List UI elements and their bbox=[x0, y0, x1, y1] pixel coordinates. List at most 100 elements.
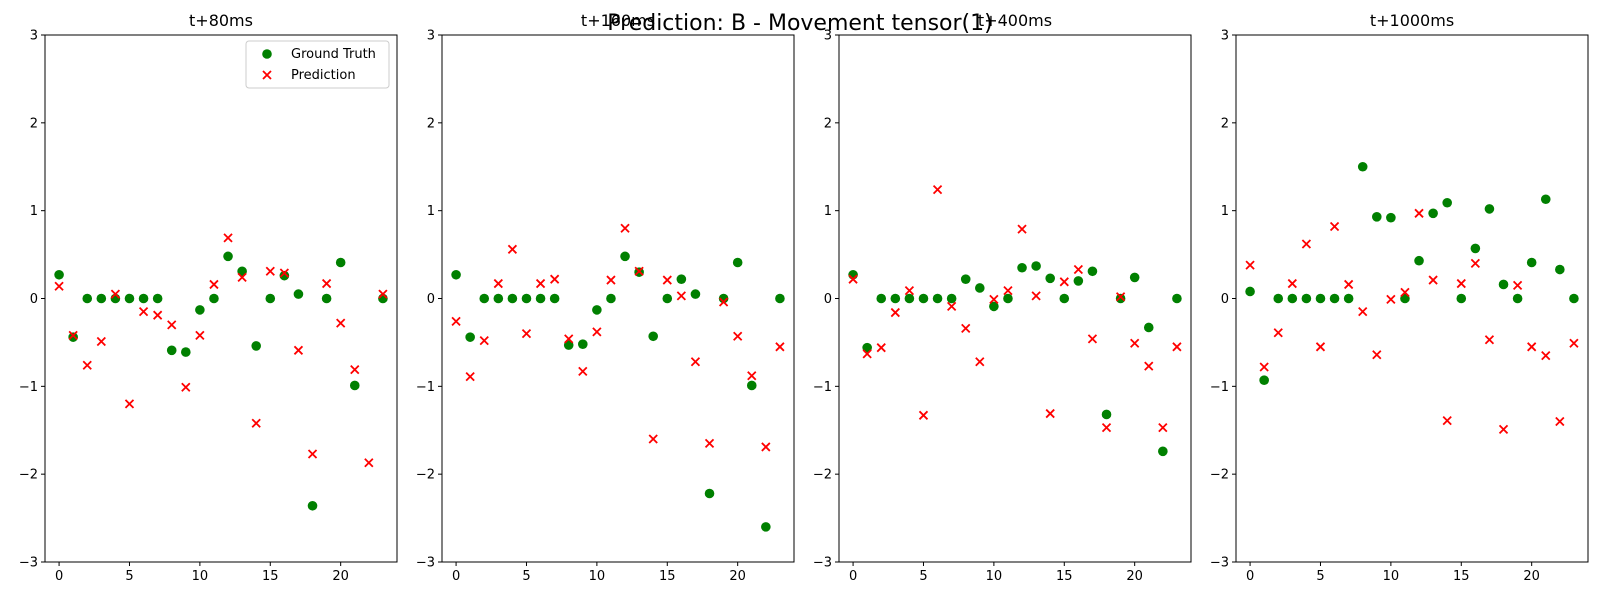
prediction-point bbox=[904, 285, 915, 296]
prediction-point bbox=[718, 297, 729, 307]
ground-truth-point bbox=[195, 305, 205, 315]
ground-truth-point bbox=[465, 332, 475, 342]
ground-truth-point bbox=[1003, 293, 1013, 304]
prediction-point bbox=[1273, 328, 1283, 338]
ground-truth-point bbox=[1115, 293, 1126, 304]
y-tick-label: 0 bbox=[30, 292, 38, 307]
prediction-point bbox=[704, 438, 715, 449]
prediction-point bbox=[662, 275, 672, 285]
legend: Ground Truth Prediction bbox=[245, 40, 390, 89]
prediction-point bbox=[648, 434, 658, 444]
prediction-point bbox=[1144, 361, 1154, 371]
ground-truth-point bbox=[1400, 293, 1410, 304]
ground-truth-point bbox=[1073, 276, 1084, 286]
ground-truth-point bbox=[279, 270, 290, 281]
ground-truth-point bbox=[265, 293, 276, 304]
x-tick-label: 5 bbox=[919, 569, 927, 584]
y-tick-label: 2 bbox=[1221, 116, 1229, 131]
ground-truth-point bbox=[237, 266, 247, 277]
ground-truth-point bbox=[307, 500, 318, 511]
prediction-point bbox=[493, 278, 503, 289]
ground-truth-point bbox=[932, 293, 943, 304]
x-tick-label: 15 bbox=[659, 569, 676, 584]
y-tick-label: −3 bbox=[416, 556, 435, 571]
ground-truth-point bbox=[1428, 208, 1438, 219]
prediction-point bbox=[153, 310, 163, 320]
prediction-point bbox=[564, 334, 574, 344]
ground-truth-point bbox=[1172, 293, 1182, 304]
prediction-point bbox=[1555, 416, 1565, 427]
subplot-4: t+1000ms 0 5 10 15 20 −3 −2 −1 0 1 2 3 bbox=[1210, 11, 1589, 584]
prediction-point bbox=[307, 449, 318, 459]
prediction-point bbox=[507, 244, 518, 254]
prediction-point bbox=[550, 274, 560, 284]
ground-truth-point bbox=[648, 331, 658, 342]
prediction-point bbox=[1101, 422, 1112, 433]
prediction-point bbox=[1017, 224, 1027, 234]
prediction-point bbox=[1358, 307, 1368, 317]
ground-truth-point bbox=[549, 293, 560, 304]
prediction-point bbox=[181, 382, 191, 392]
prediction-point bbox=[947, 301, 957, 312]
prediction-point bbox=[876, 343, 886, 353]
ground-truth-point bbox=[493, 293, 504, 304]
ground-truth-point bbox=[349, 380, 360, 391]
y-tick-label: −2 bbox=[416, 468, 435, 483]
prediction-point bbox=[932, 184, 943, 195]
ground-truth-point bbox=[321, 293, 332, 304]
x-tick-label: 20 bbox=[1126, 569, 1143, 584]
ground-truth-point bbox=[335, 257, 346, 268]
x-tick-label: 0 bbox=[55, 569, 63, 584]
prediction-point bbox=[1470, 258, 1480, 269]
prediction-point bbox=[378, 289, 388, 299]
ground-truth-point bbox=[578, 339, 588, 349]
prediction-point bbox=[890, 307, 900, 318]
ground-truth-point bbox=[293, 289, 304, 299]
legend-ground-truth-label: Ground Truth bbox=[291, 47, 376, 62]
prediction-point bbox=[733, 331, 743, 341]
ground-truth-point bbox=[1540, 194, 1551, 205]
ground-truth-point bbox=[82, 293, 93, 304]
prediction-point bbox=[1386, 294, 1396, 305]
prediction-point bbox=[465, 372, 475, 382]
prediction-point bbox=[1442, 415, 1452, 426]
prediction-point bbox=[848, 274, 858, 284]
ground-truth-point bbox=[946, 293, 957, 304]
ground-truth-point bbox=[1245, 286, 1255, 297]
ground-truth-point bbox=[1143, 322, 1154, 333]
ground-truth-point bbox=[1386, 212, 1396, 223]
y-tick-label: 2 bbox=[427, 116, 435, 131]
prediction-point bbox=[775, 342, 785, 352]
ground-truth-point bbox=[1372, 212, 1382, 222]
y-tick-label: 3 bbox=[30, 29, 38, 44]
ground-truth-point bbox=[1442, 197, 1452, 208]
prediction-point bbox=[1414, 208, 1424, 218]
y-tick-label: 0 bbox=[427, 292, 435, 307]
subplot-title: t+400ms bbox=[978, 11, 1052, 30]
prediction-point bbox=[195, 330, 205, 341]
ground-truth-point bbox=[209, 293, 219, 304]
x-tick-label: 10 bbox=[1383, 569, 1400, 584]
ground-truth-point bbox=[676, 274, 687, 284]
x-tick-label: 15 bbox=[262, 569, 279, 584]
y-tick-label: −3 bbox=[1210, 556, 1229, 571]
ground-truth-point bbox=[166, 345, 177, 356]
prediction-point bbox=[989, 294, 999, 305]
ground-truth-point bbox=[181, 347, 191, 357]
prediction-point bbox=[761, 442, 771, 452]
x-tick-label: 0 bbox=[1246, 569, 1254, 584]
prediction-point bbox=[1073, 264, 1083, 275]
ground-truth-point bbox=[732, 257, 743, 268]
prediction-point bbox=[1527, 342, 1537, 352]
prediction-point bbox=[1031, 291, 1041, 301]
prediction-point bbox=[279, 268, 289, 278]
ground-truth-point bbox=[507, 293, 518, 304]
prediction-point bbox=[1344, 279, 1354, 290]
prediction-point bbox=[1456, 278, 1466, 289]
prediction-point bbox=[1287, 278, 1297, 289]
prediction-point bbox=[918, 410, 929, 420]
prediction-point bbox=[321, 278, 332, 289]
y-tick-label: 2 bbox=[30, 116, 38, 131]
prediction-point bbox=[676, 291, 686, 301]
prediction-point bbox=[1158, 422, 1168, 433]
